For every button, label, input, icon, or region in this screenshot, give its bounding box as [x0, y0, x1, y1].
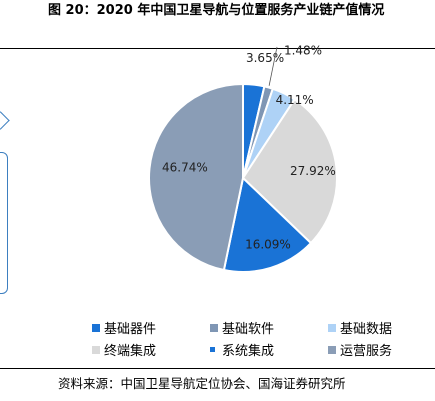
data-label-1: 3.65%	[246, 51, 284, 65]
title-divider	[0, 48, 435, 49]
legend-label: 终端集成	[104, 344, 157, 359]
legend-label: 基础器件	[104, 322, 157, 337]
data-label-6: 46.74%	[162, 161, 208, 175]
legend-swatch	[210, 347, 215, 352]
legend-swatch	[92, 323, 100, 332]
pie-slice-5	[222, 176, 313, 273]
data-label-2: 1.48%	[284, 43, 322, 57]
legend-swatch	[328, 323, 336, 332]
legend-item-3: 基础数据	[328, 318, 428, 337]
data-label-5: 16.09%	[245, 238, 291, 252]
legend-item-6: 运营服务	[328, 340, 428, 359]
figure-title: 图 20：2020 年中国卫星导航与位置服务产业链产值情况	[48, 3, 385, 18]
pie-slices	[148, 82, 338, 273]
pie-slice-6	[148, 82, 244, 272]
legend-label: 运营服务	[340, 344, 393, 359]
pie-slice-4	[241, 98, 338, 245]
legend-label: 系统集成	[222, 344, 275, 359]
legend-item-5: 系统集成	[210, 340, 328, 359]
data-label-3: 4.11%	[276, 93, 314, 107]
footer-divider	[0, 368, 435, 369]
pie-data-labels: 3.65%1.48% 4.11% 27.92% 16.09% 46.74%	[162, 43, 336, 251]
legend-swatch	[92, 345, 100, 354]
legend-item-4: 终端集成	[92, 340, 210, 359]
side-panel-outline	[0, 152, 8, 294]
source-note: 资料来源：中国卫星导航定位协会、国海证券研究所	[58, 376, 346, 391]
legend-label: 基础软件	[222, 322, 275, 337]
legend-swatch	[210, 323, 218, 332]
legend-swatch	[328, 345, 336, 354]
legend-item-2: 基础软件	[210, 318, 328, 337]
chart-legend: 基础器件 基础软件 基础数据终端集成 系统集成 运营服务	[92, 318, 422, 359]
leader-line-slice-2	[268, 46, 278, 86]
pie-chart: 3.65%1.48% 4.11% 27.92% 16.09% 46.74%	[148, 43, 338, 273]
legend-item-1: 基础器件	[92, 318, 210, 337]
legend-label: 基础数据	[340, 322, 393, 337]
data-label-4: 27.92%	[290, 164, 336, 178]
